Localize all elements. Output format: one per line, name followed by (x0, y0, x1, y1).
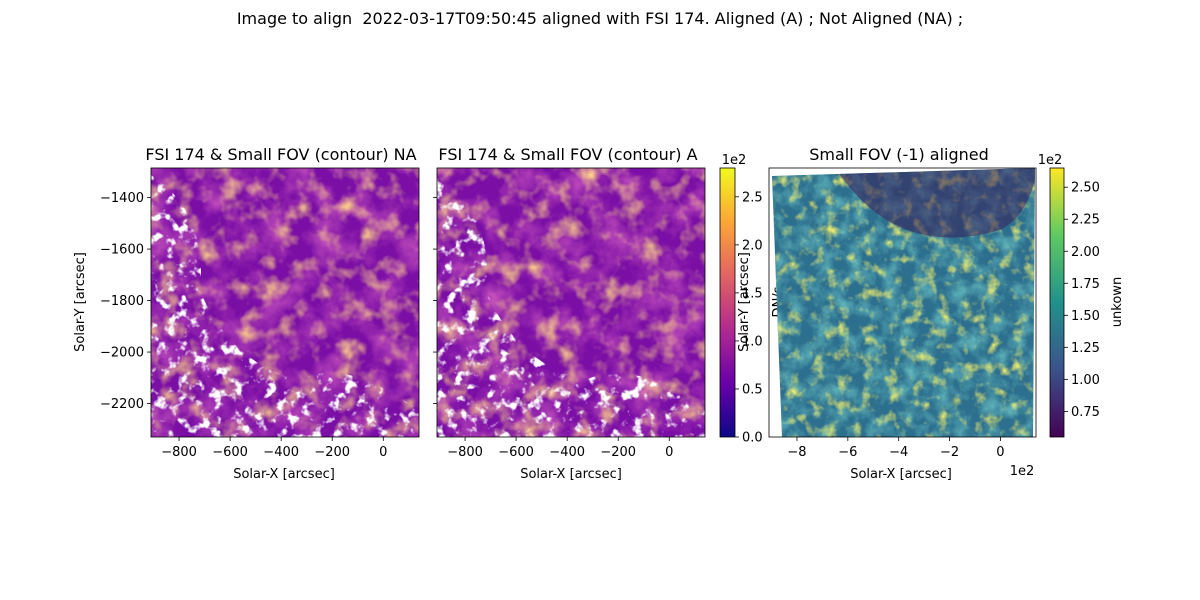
x-axis-label: Solar-X [arcsec] (850, 467, 952, 482)
colorbar-offset-text: 1e2 (1038, 153, 1063, 168)
y-tick-label: −2000 (100, 346, 144, 361)
panel-fsi-na: FSI 174 & Small FOV (contour) NA −800 −60… (73, 145, 420, 482)
y-tick-group: −2200 −2000 −1800 −1600 −1400 (100, 191, 151, 412)
heatmap-image (772, 168, 1035, 437)
panel-title: FSI 174 & Small FOV (contour) NA (145, 145, 416, 164)
y-tick-label: −1600 (100, 243, 144, 258)
colorbar-tick-group: 0.75 1.00 1.25 1.50 1.75 2.00 2.25 2.50 (1064, 181, 1100, 420)
axes-frame (436, 167, 706, 438)
colorbar-tick-group: 0.0 0.5 1.0 1.5 2.0 2.5 (735, 190, 763, 446)
x-tick-label: −4 (889, 445, 908, 460)
x-tick-label: 0 (379, 445, 387, 460)
x-tick-label: −200 (314, 445, 350, 460)
colorbar-tick-label: 1.25 (1071, 341, 1100, 356)
x-tick-label: −400 (549, 445, 585, 460)
colorbar-label: unkown (1110, 277, 1125, 327)
x-tick-group: −8 −6 −4 −2 0 (787, 437, 1005, 460)
x-tick-label: −600 (498, 445, 534, 460)
y-tick-label: −1400 (100, 191, 144, 206)
y-tick-label: −2200 (100, 397, 144, 412)
axes-frame (150, 167, 420, 438)
heatmap-image (151, 168, 419, 437)
colorbar-tick-label: 2.50 (1071, 181, 1100, 196)
x-tick-group: −800 −600 −400 −200 0 (161, 437, 387, 460)
colorbar-tick-label: 0.75 (1071, 405, 1100, 420)
x-offset-text: 1e2 (1010, 464, 1035, 479)
colorbar-tick-label: 2.25 (1071, 213, 1100, 228)
y-tick-label: −1800 (100, 294, 144, 309)
x-tick-label: −400 (263, 445, 299, 460)
colorbar-tick-label: 1.50 (1071, 309, 1100, 324)
x-tick-label: −2 (940, 445, 959, 460)
x-tick-label: 0 (665, 445, 673, 460)
colorbar-viridis (1049, 167, 1065, 438)
x-tick-label: 0 (996, 445, 1004, 460)
x-tick-group: −800 −600 −400 −200 0 (447, 437, 673, 460)
colorbar-tick-label: 1.5 (742, 286, 763, 301)
x-tick-label: −6 (838, 445, 857, 460)
colorbar-tick-label: 2.0 (742, 238, 763, 253)
panel-small-fov: Small FOV (-1) aligned −8 −6 −4 −2 0 1e2 Sol… (737, 145, 1125, 482)
panel-fsi-a: FSI 174 & Small FOV (contour) A −800 −600… (433, 145, 786, 482)
colorbar-tick-label: 1.0 (742, 334, 763, 349)
panel-title: Small FOV (-1) aligned (809, 145, 989, 164)
x-tick-label: −600 (212, 445, 248, 460)
panel-title: FSI 174 & Small FOV (contour) A (438, 145, 697, 164)
x-tick-label: −800 (161, 445, 197, 460)
x-tick-label: −8 (787, 445, 806, 460)
colorbar-tick-label: 1.00 (1071, 373, 1100, 388)
colorbar-tick-label: 1.75 (1071, 277, 1100, 292)
x-axis-label: Solar-X [arcsec] (520, 467, 622, 482)
colorbar-tick-label: 2.5 (742, 190, 763, 205)
y-tick-group (433, 197, 437, 404)
axes-frame (768, 167, 1037, 438)
colorbar-plasma (719, 167, 736, 438)
colorbar-offset-text: 1e2 (722, 153, 747, 168)
colorbar-tick-label: 0.0 (742, 431, 763, 446)
x-tick-label: −200 (600, 445, 636, 460)
colorbar-tick-label: 2.00 (1071, 245, 1100, 260)
x-tick-label: −800 (447, 445, 483, 460)
colorbar-tick-label: 0.5 (742, 382, 763, 397)
y-axis-label: Solar-Y [arcsec] (737, 252, 752, 352)
x-axis-label: Solar-X [arcsec] (233, 467, 335, 482)
y-axis-label: Solar-Y [arcsec] (73, 252, 88, 352)
figure-suptitle: Image to align 2022-03-17T09:50:45 align… (236, 9, 964, 28)
heatmap-image (437, 168, 705, 437)
